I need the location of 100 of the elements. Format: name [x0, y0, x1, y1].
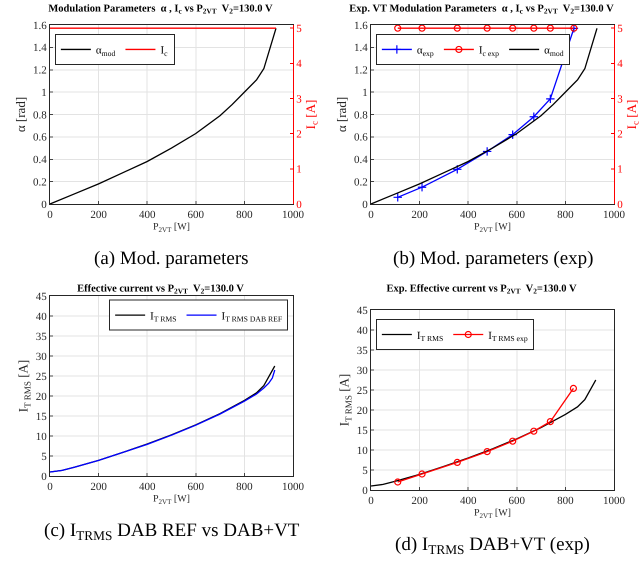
- x-tick-label: 600: [188, 481, 205, 494]
- point: [418, 470, 426, 478]
- y-tick-label: 1.4: [33, 42, 48, 54]
- y-tick-label: 25: [36, 370, 48, 383]
- y2-tick-label: 0: [296, 198, 302, 211]
- y-tick-label: 0.2: [33, 176, 47, 188]
- point: [530, 428, 538, 435]
- x-tick-label: 600: [508, 209, 526, 222]
- x-tick-label: 200: [90, 481, 108, 494]
- x-tick-label: 1000: [603, 209, 626, 222]
- y-tick-label: 5: [362, 464, 368, 477]
- legend-label: I$_{T RMS DAB REF}$: [222, 310, 282, 324]
- y-tick-label: 15: [356, 424, 368, 437]
- chart-title: Exp. Effective current vs P$_{2VT}$ V$_{2}$=130.0 V: [386, 283, 577, 296]
- x-tick-label: 800: [557, 495, 574, 508]
- legend-label: α$_{mod}$: [96, 44, 116, 58]
- y2-tick-label: 2: [296, 128, 302, 141]
- point: [452, 164, 462, 174]
- chart-title: Modulation Parameters α , I$_{c}$ vs P$_{2VT}$ V$_{2}$=130.0 V: [48, 3, 274, 16]
- chart-title: Effective current vs P$_{2VT}$ V$_{2}$=130.0 V: [77, 283, 244, 296]
- text: (d) I$_{TRMS}$ DAB+VT (exp): [395, 534, 590, 557]
- line-series: [371, 379, 596, 487]
- legend-label: I$_{c exp}$: [478, 44, 500, 58]
- point: [454, 458, 461, 466]
- y-tick-label: 1.2: [33, 64, 47, 77]
- x-tick-label: 400: [138, 209, 156, 222]
- legend-label: I$_{T RMS exp}$: [488, 330, 528, 344]
- y2-tick-label: 4: [617, 58, 624, 70]
- point: [570, 384, 578, 392]
- y-tick-label: 0.6: [354, 132, 368, 144]
- x-tick-label: 1000: [282, 209, 304, 222]
- y2-tick-label: 2: [617, 128, 623, 141]
- y-tick-label: 0.2: [354, 176, 368, 188]
- y-tick-label: 0.8: [354, 109, 368, 122]
- y2-tick-label: 1: [296, 164, 302, 176]
- y-tick-label: 45: [36, 290, 48, 303]
- x-axis-title: P$_{2VT}$ [W]: [152, 494, 190, 506]
- y-tick-label: 10: [356, 444, 368, 457]
- legend-label: α$_{mod}$: [544, 44, 564, 58]
- x-tick-label: 800: [236, 209, 254, 222]
- y-tick-label: 0.6: [33, 132, 48, 144]
- y-tick-label: 40: [356, 324, 368, 337]
- x-tick-label: 1000: [603, 495, 626, 508]
- y2-tick-label: 5: [296, 23, 302, 36]
- x-axis-title: P$_{2VT}$ [W]: [474, 508, 512, 520]
- y-tick-label: 30: [36, 350, 48, 363]
- x-axis-title: P$_{2VT}$ [W]: [152, 222, 190, 234]
- x-tick-label: 600: [188, 209, 205, 222]
- y-tick-label: 1.6: [354, 20, 368, 32]
- point: [392, 192, 403, 202]
- point: [394, 478, 402, 486]
- text: (a) Mod. parameters: [94, 248, 249, 269]
- y-tick-label: 5: [41, 450, 48, 463]
- legend-label: I$_{T RMS}$: [150, 310, 177, 324]
- y-tick-label: 45: [356, 304, 368, 317]
- x-tick-label: 400: [138, 481, 156, 494]
- y-axis-title: α [rad]: [13, 96, 28, 132]
- y-tick-label: 35: [36, 330, 48, 343]
- y-tick-label: 1: [362, 86, 368, 99]
- y2-tick-label: 4: [296, 58, 302, 70]
- chart-title: Exp. VT Modulation Parameters α , I$_{c}$ vs P$_{2VT}$ V$_{2}$=130.0 V: [349, 3, 614, 16]
- x-tick-label: 200: [411, 495, 428, 508]
- y-tick-label: 40: [36, 310, 48, 323]
- point: [546, 418, 554, 426]
- y-tick-label: 25: [356, 384, 368, 397]
- x-tick-label: 400: [460, 495, 477, 508]
- y-tick-label: 1: [41, 86, 47, 99]
- y-tick-label: 10: [36, 430, 48, 443]
- x-tick-label: 200: [90, 209, 108, 222]
- point: [417, 182, 427, 192]
- y-tick-label: 35: [356, 344, 368, 357]
- y-tick-label: 0: [362, 198, 368, 211]
- point: [509, 438, 516, 445]
- y-tick-label: 20: [36, 390, 48, 403]
- y2-tick-label: 0: [617, 198, 624, 211]
- x-tick-label: 800: [236, 481, 254, 494]
- x-tick-label: 600: [508, 495, 526, 508]
- point: [484, 448, 491, 456]
- y-tick-label: 30: [356, 364, 368, 377]
- x-tick-label: 200: [411, 209, 428, 222]
- y-tick-label: 20: [356, 404, 368, 417]
- line-series: [50, 28, 277, 204]
- point: [546, 94, 556, 104]
- point: [482, 146, 492, 156]
- y-tick-label: 0.4: [354, 154, 368, 166]
- y-axis-title: α [rad]: [334, 96, 349, 132]
- y2-tick-label: 1: [617, 164, 623, 176]
- y-tick-label: 1.6: [33, 20, 48, 32]
- x-tick-label: 1000: [282, 481, 304, 494]
- line-series: [371, 28, 598, 204]
- y-tick-label: 0: [41, 470, 48, 483]
- text: (b) Mod. parameters (exp): [393, 248, 594, 269]
- point: [508, 130, 518, 140]
- y2-tick-label: 3: [296, 93, 302, 106]
- x-tick-label: 400: [460, 209, 477, 222]
- y-tick-label: 0.4: [33, 154, 48, 166]
- x-axis-title: P$_{2VT}$ [W]: [474, 222, 512, 234]
- y-tick-label: 1.2: [354, 64, 368, 77]
- y-tick-label: 0: [41, 198, 48, 211]
- y-tick-label: 0.8: [33, 109, 48, 122]
